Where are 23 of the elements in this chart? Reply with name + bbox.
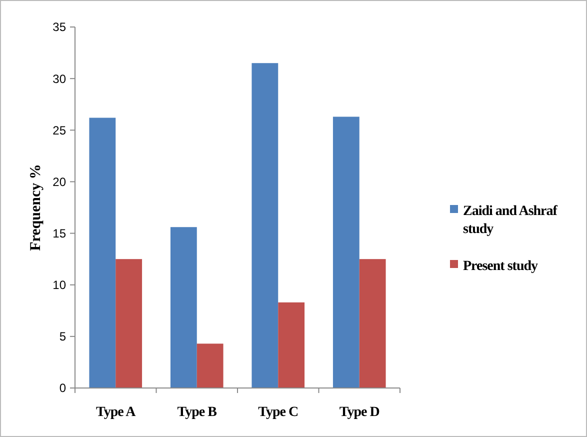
y-tick-label: 30 [52, 72, 66, 86]
y-tick-label: 5 [59, 330, 66, 344]
x-tick-label: Type C [258, 405, 298, 420]
y-tick-label: 35 [52, 20, 66, 34]
bar [332, 116, 360, 388]
y-axis-title: Frequency % [28, 164, 44, 251]
x-tick-label: Type A [96, 405, 137, 420]
bar [278, 302, 305, 388]
bar [170, 227, 197, 388]
x-tick-label: Type D [339, 405, 380, 420]
y-tick-label: 15 [52, 226, 66, 240]
x-tick-label: Type B [177, 405, 217, 420]
bar [359, 259, 386, 388]
y-tick-label: 10 [52, 278, 66, 292]
legend-label: Present study [463, 258, 538, 274]
y-tick-label: 25 [52, 123, 66, 138]
y-tick-label: 0 [59, 381, 66, 396]
bar [252, 63, 278, 388]
bar [196, 344, 224, 388]
y-tick-label: 20 [52, 174, 66, 189]
bar [89, 118, 116, 388]
bar [116, 259, 142, 388]
legend-label: Zaidi and Ashraf study [463, 204, 558, 238]
